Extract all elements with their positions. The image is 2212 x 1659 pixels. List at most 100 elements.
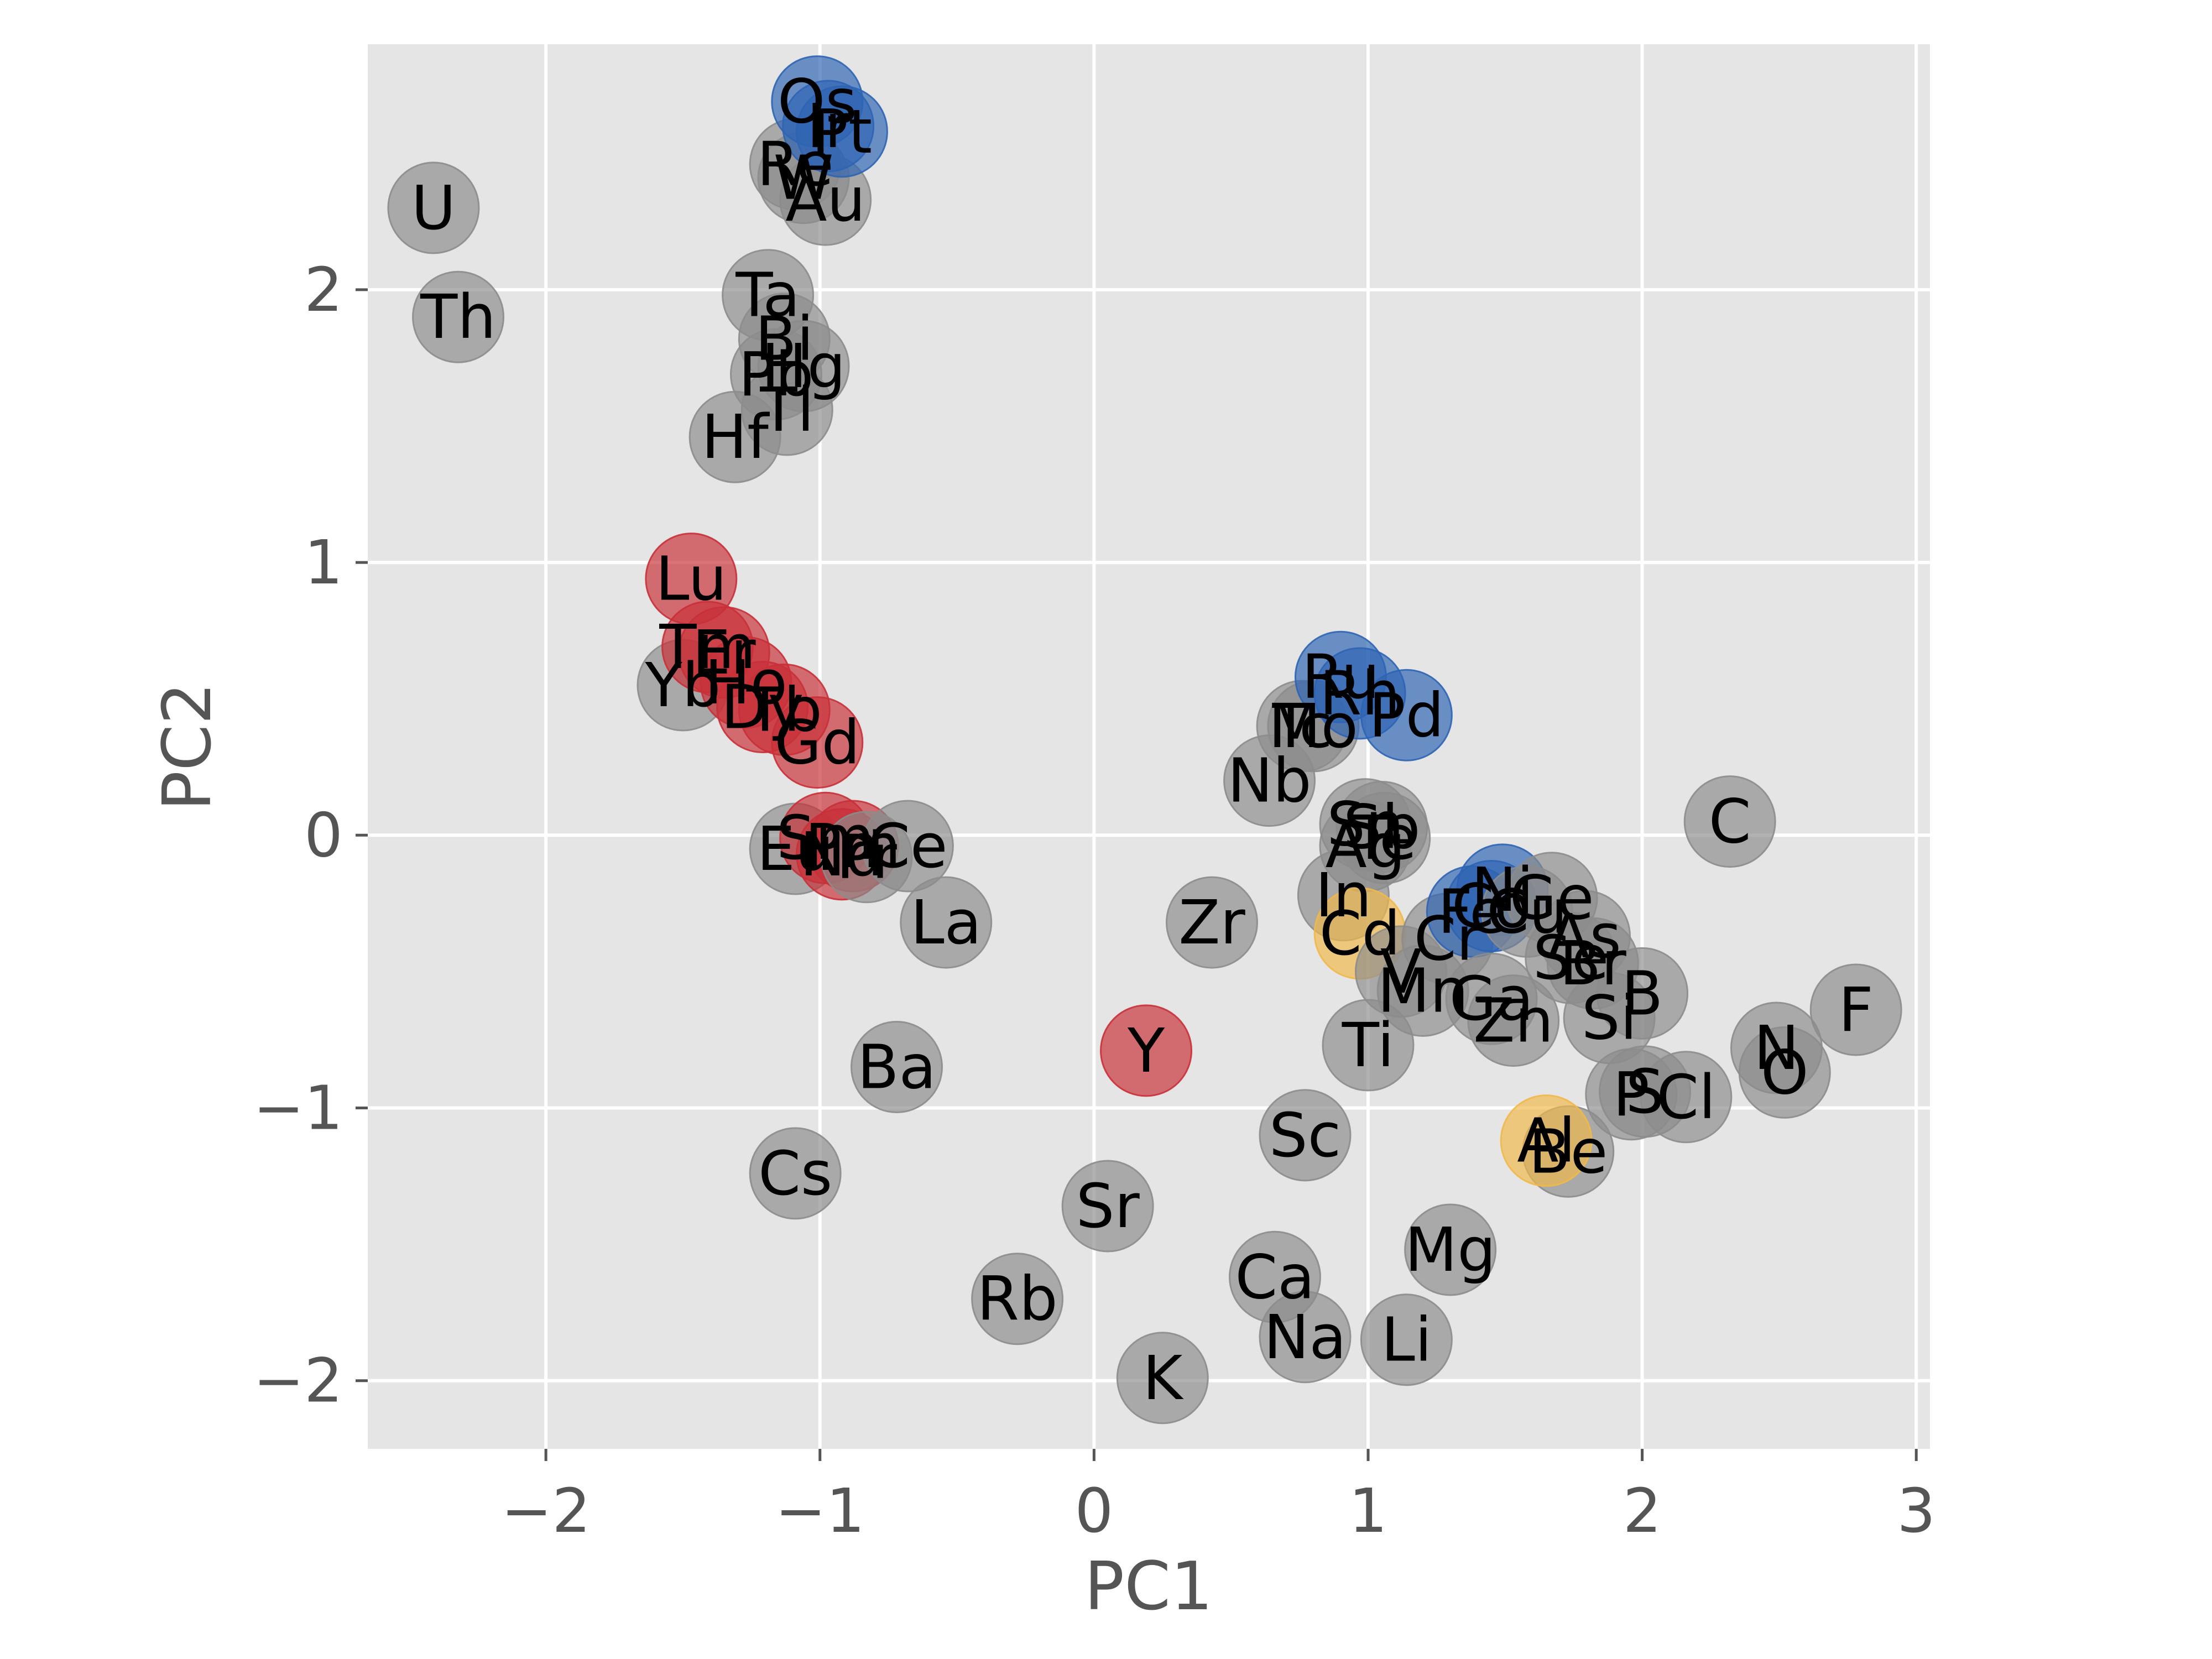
point-label: Hg bbox=[761, 331, 846, 401]
point-marker bbox=[1809, 963, 1902, 1056]
point-label: Y bbox=[1127, 1015, 1165, 1086]
point-label: K bbox=[1142, 1343, 1184, 1413]
point-label: B bbox=[1621, 958, 1663, 1029]
element-point-zn bbox=[1467, 974, 1560, 1067]
point-label: C bbox=[1709, 786, 1751, 857]
element-point-la bbox=[900, 876, 993, 969]
element-point-li bbox=[1360, 1293, 1453, 1386]
point-label: O bbox=[1761, 1037, 1809, 1108]
point-label: Ru bbox=[1302, 641, 1380, 712]
point-label: La bbox=[910, 887, 982, 958]
point-label: Ho bbox=[705, 647, 787, 718]
axis-ticks: −2 −1 0 1 2 3 −2 −1 0 1 2 bbox=[253, 254, 1936, 1546]
element-point-o bbox=[1738, 1026, 1831, 1119]
point-marker bbox=[1360, 669, 1453, 761]
point-label: Mo bbox=[1269, 691, 1358, 761]
point-label: Cu bbox=[1486, 876, 1568, 947]
point-marker bbox=[771, 696, 864, 789]
point-marker bbox=[387, 161, 480, 254]
point-marker bbox=[851, 1021, 943, 1114]
element-point-mg bbox=[1404, 1203, 1497, 1296]
element-point-cl bbox=[1640, 1051, 1733, 1144]
y-tick-label: −1 bbox=[253, 1072, 343, 1143]
point-label: Rb bbox=[977, 1264, 1057, 1334]
point-label: Tb bbox=[746, 674, 822, 745]
point-marker bbox=[688, 390, 781, 483]
x-tick-label: −2 bbox=[501, 1475, 591, 1546]
element-point-pt bbox=[795, 85, 888, 178]
point-label: W bbox=[774, 143, 834, 213]
point-label: Pr bbox=[836, 822, 897, 893]
point-marker bbox=[1500, 1094, 1593, 1187]
point-label: As bbox=[1548, 901, 1621, 972]
point-label: Pb bbox=[738, 339, 813, 410]
element-point-gd bbox=[771, 696, 864, 789]
x-tick-label: 0 bbox=[1074, 1475, 1113, 1546]
point-label: S bbox=[1626, 1056, 1665, 1127]
point-label: Pt bbox=[812, 96, 872, 167]
y-axis-label: PC2 bbox=[149, 682, 226, 811]
point-label: Pm bbox=[805, 811, 901, 881]
element-point-ce bbox=[861, 800, 954, 893]
point-label: P bbox=[1613, 1059, 1650, 1130]
point-label: Lu bbox=[655, 544, 727, 614]
point-label: Te bbox=[1352, 802, 1417, 873]
point-label: Sc bbox=[1269, 1100, 1341, 1171]
point-label: Nd bbox=[800, 819, 884, 890]
point-marker bbox=[1259, 1089, 1352, 1182]
point-label: Os bbox=[778, 66, 857, 137]
x-axis-label: PC1 bbox=[1084, 1548, 1213, 1625]
point-label: Ag bbox=[1325, 811, 1405, 881]
point-label: Ni bbox=[1471, 854, 1533, 925]
point-label: Ca bbox=[1235, 1241, 1314, 1312]
point-marker bbox=[1404, 1203, 1497, 1296]
point-label: Pd bbox=[1369, 680, 1444, 750]
point-label: Ga bbox=[1449, 963, 1534, 1034]
point-label: Dy bbox=[721, 671, 804, 742]
element-point-na bbox=[1259, 1291, 1352, 1384]
point-label: Cr bbox=[1414, 904, 1482, 974]
point-label: Al bbox=[1517, 1105, 1575, 1176]
point-label: Cl bbox=[1656, 1062, 1715, 1133]
point-label: Eu bbox=[757, 813, 834, 884]
point-label: Tc bbox=[1272, 691, 1333, 761]
y-tick-label: 0 bbox=[304, 800, 343, 870]
point-label: F bbox=[1839, 974, 1874, 1045]
y-tick-label: 1 bbox=[304, 527, 343, 598]
point-label: Bi bbox=[755, 304, 813, 374]
point-label: Hf bbox=[701, 401, 770, 472]
point-label: Na bbox=[1264, 1302, 1347, 1373]
x-tick-label: 3 bbox=[1897, 1475, 1936, 1546]
element-point-c bbox=[1683, 775, 1776, 868]
point-label: V bbox=[1380, 936, 1422, 1007]
element-point-al bbox=[1500, 1094, 1593, 1187]
point-marker bbox=[1259, 1291, 1352, 1384]
point-label: Ce bbox=[868, 811, 947, 881]
point-label: Ta bbox=[735, 260, 800, 331]
element-point-hf bbox=[688, 390, 781, 483]
element-point-ti bbox=[1322, 999, 1415, 1092]
element-point-y bbox=[1100, 1004, 1193, 1097]
element-point-zr bbox=[1165, 876, 1258, 969]
point-label: Zr bbox=[1178, 887, 1245, 958]
point-label: Mn bbox=[1378, 955, 1469, 1026]
point-marker bbox=[1322, 999, 1415, 1092]
point-marker bbox=[1116, 1332, 1209, 1425]
x-tick-label: −1 bbox=[775, 1475, 865, 1546]
point-marker bbox=[1061, 1160, 1154, 1253]
point-label: Yb bbox=[644, 650, 721, 721]
point-label: Sb bbox=[1343, 791, 1421, 862]
point-label: Ti bbox=[1342, 1010, 1394, 1081]
point-marker bbox=[749, 1127, 842, 1220]
point-label: Ba bbox=[857, 1032, 936, 1103]
point-label: Sn bbox=[1327, 789, 1404, 860]
point-marker bbox=[1683, 775, 1776, 868]
y-tick-label: −2 bbox=[253, 1345, 343, 1416]
element-point-u bbox=[387, 161, 480, 254]
x-tick-label: 2 bbox=[1623, 1475, 1662, 1546]
point-marker bbox=[1738, 1026, 1831, 1119]
point-marker bbox=[1165, 876, 1258, 969]
point-label: N bbox=[1754, 1013, 1799, 1083]
